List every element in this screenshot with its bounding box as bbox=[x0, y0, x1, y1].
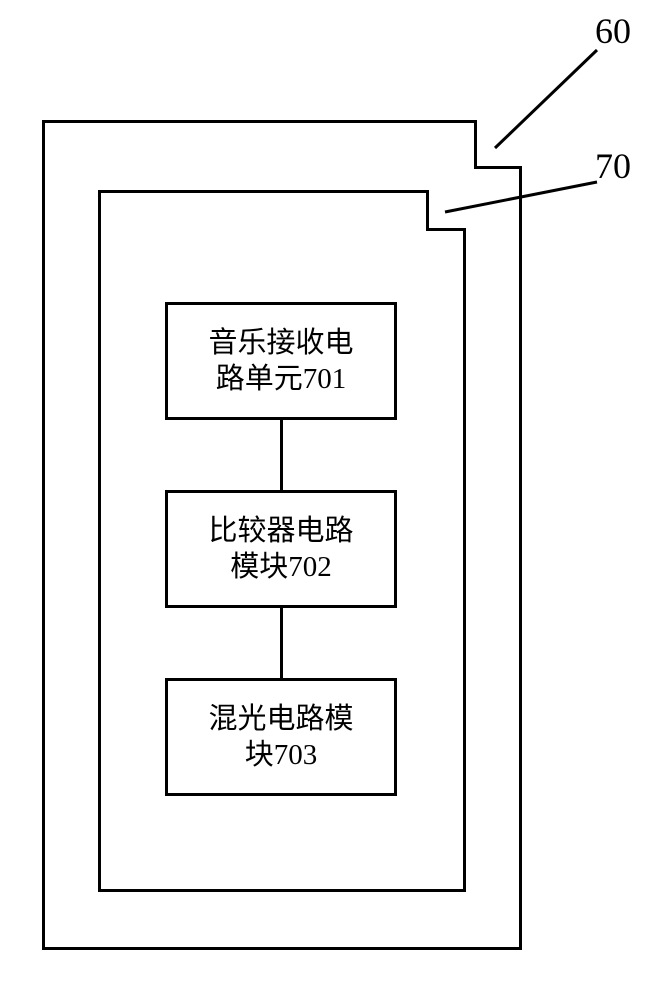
module-703: 混光电路模 块703 bbox=[165, 678, 397, 796]
module-701-line2: 路单元701 bbox=[208, 361, 353, 397]
connector-702-703 bbox=[280, 608, 283, 678]
outer-notch-line-h bbox=[474, 166, 522, 169]
module-703-line2: 块703 bbox=[208, 737, 353, 773]
outer-notch-line-v bbox=[474, 120, 477, 168]
module-703-line1: 混光电路模 bbox=[208, 701, 353, 737]
inner-notch-mask bbox=[426, 187, 470, 231]
inner-notch-line-v bbox=[426, 190, 429, 230]
label-70: 70 bbox=[595, 145, 631, 187]
label-60: 60 bbox=[595, 10, 631, 52]
module-702-line1: 比较器电路 bbox=[208, 513, 353, 549]
module-701-line1: 音乐接收电 bbox=[208, 325, 353, 361]
inner-notch-line-h bbox=[426, 228, 466, 231]
module-702-line2: 模块702 bbox=[208, 549, 353, 585]
outer-notch-mask bbox=[474, 117, 526, 169]
module-701: 音乐接收电 路单元701 bbox=[165, 302, 397, 420]
connector-701-702 bbox=[280, 420, 283, 490]
module-702: 比较器电路 模块702 bbox=[165, 490, 397, 608]
